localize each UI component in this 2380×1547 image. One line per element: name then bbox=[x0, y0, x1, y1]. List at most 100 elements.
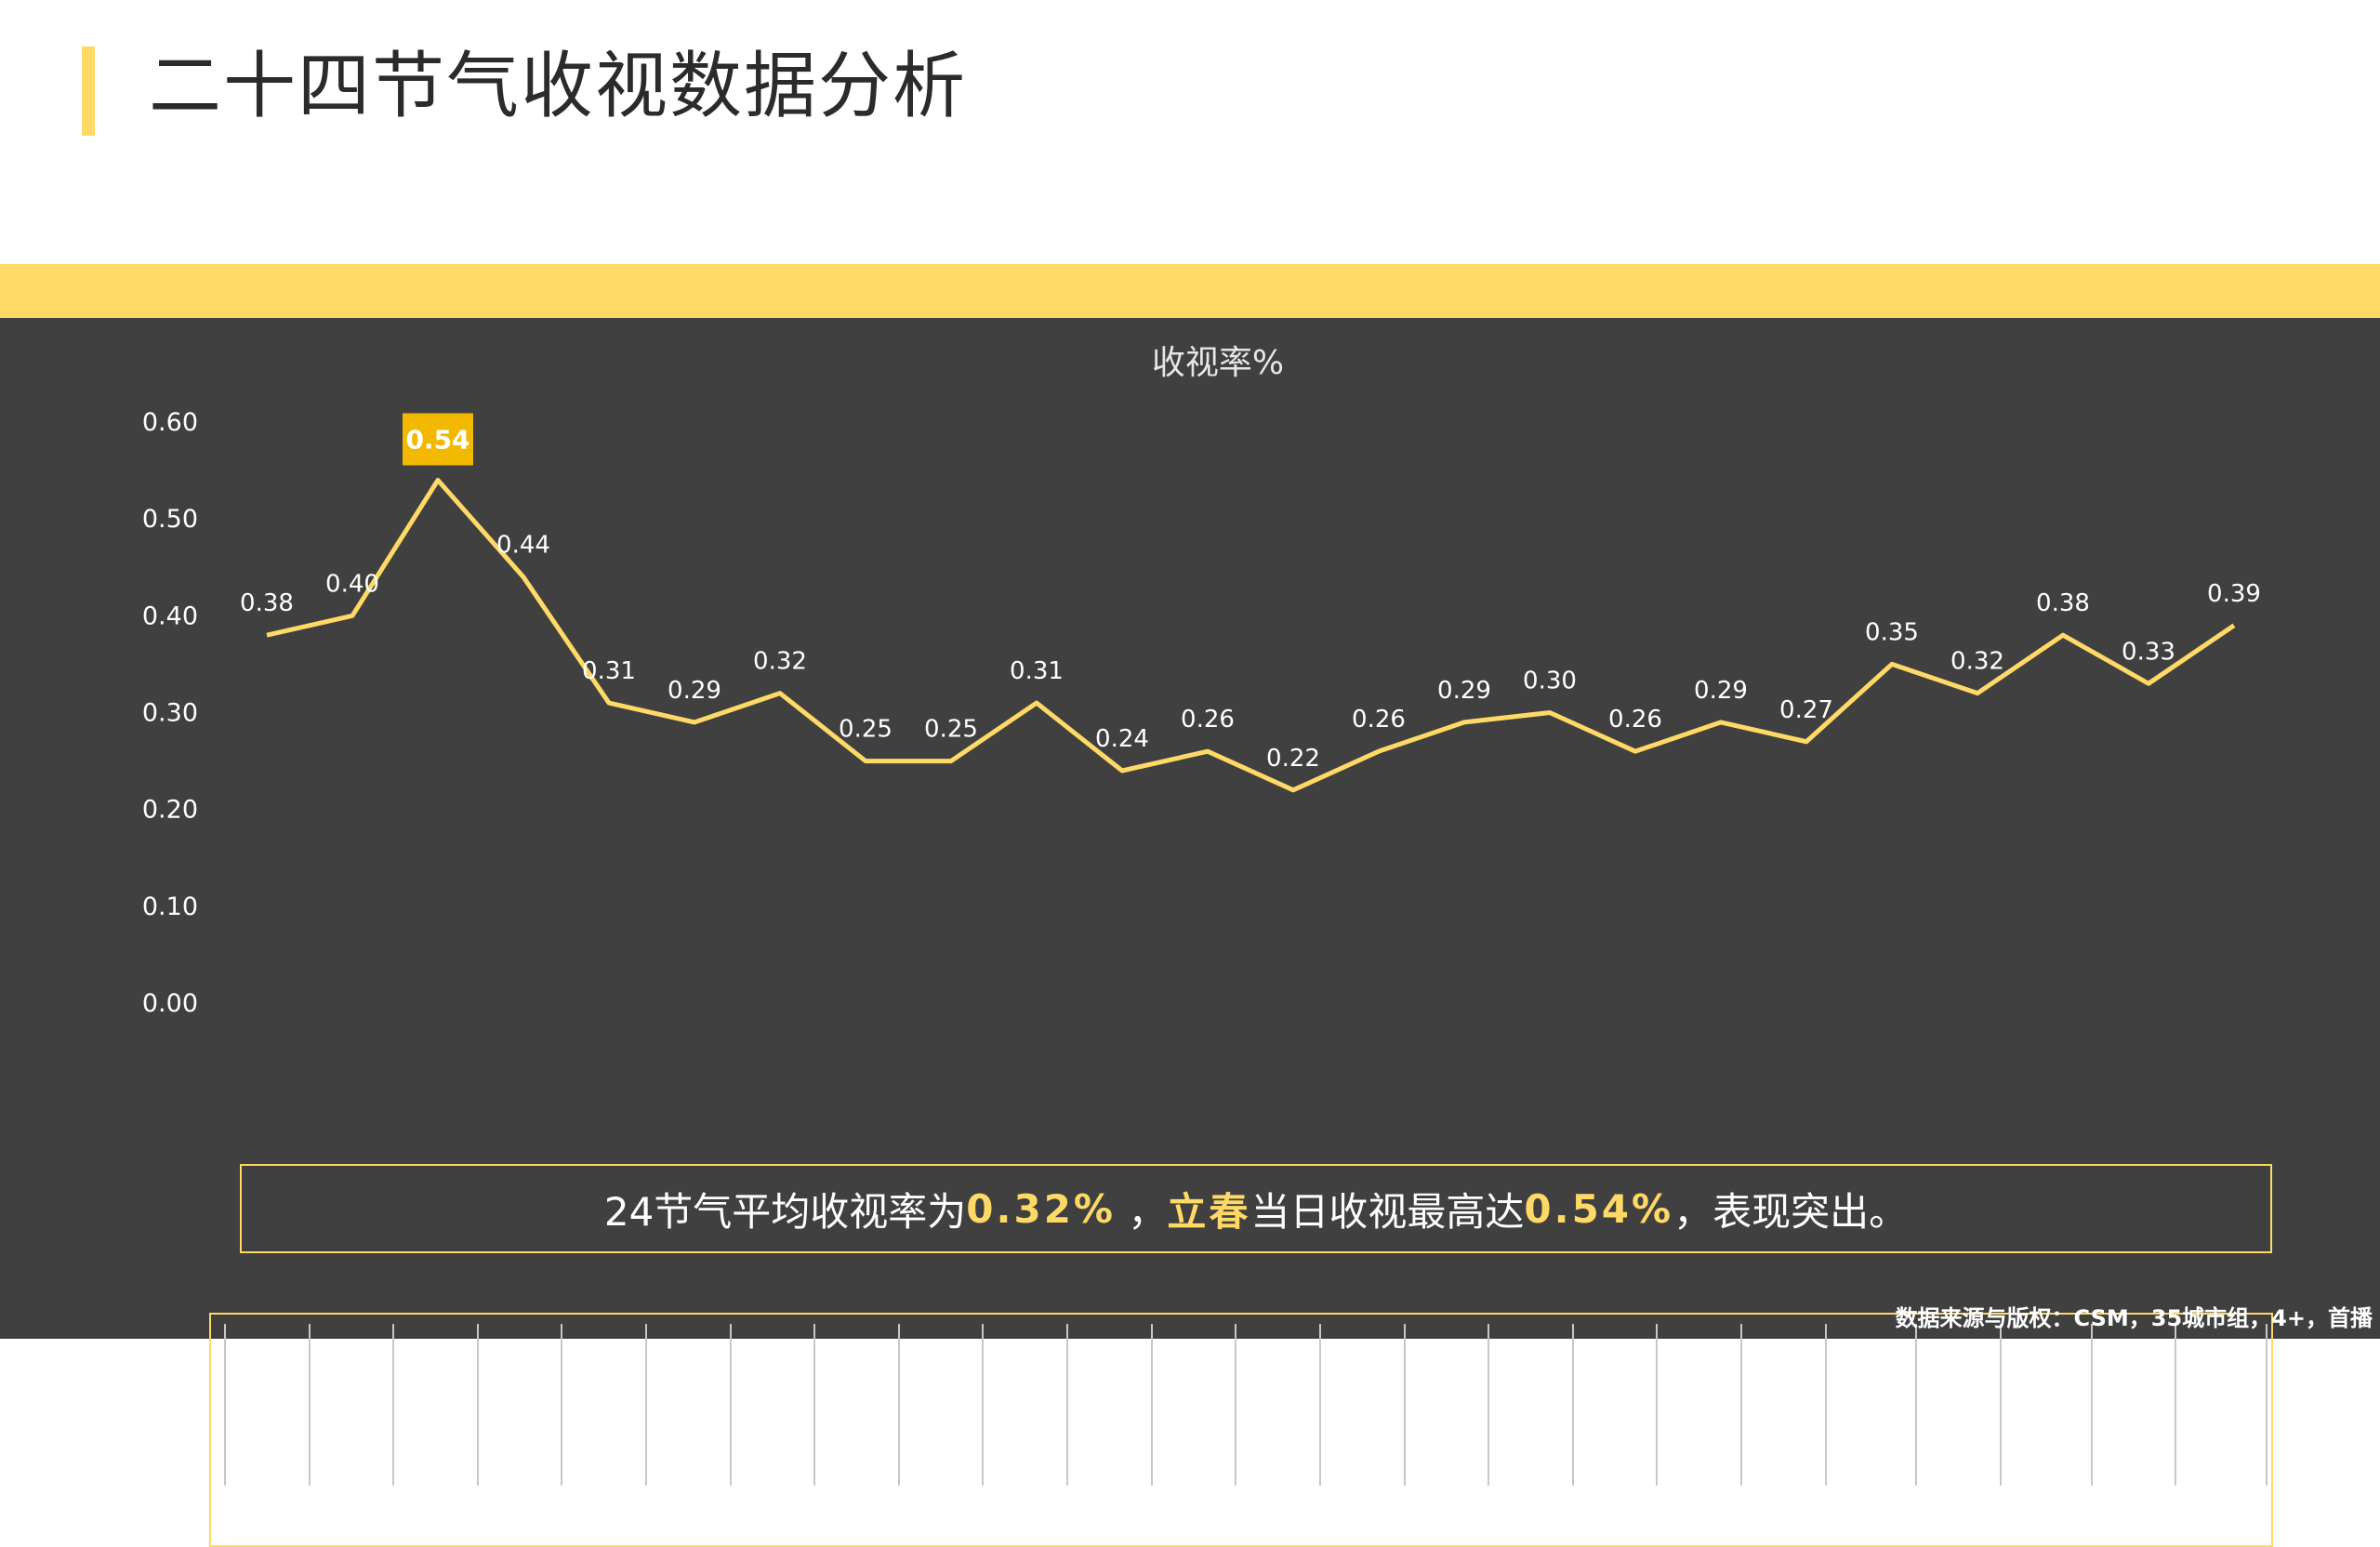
data-label-text: 0.31 bbox=[1010, 657, 1064, 685]
data-label: 0.29 bbox=[1694, 677, 1748, 705]
solar-term-name: 白露 bbox=[1589, 1342, 1642, 1372]
data-label-text: 0.39 bbox=[2207, 580, 2261, 608]
y-tick-label: 0.20 bbox=[142, 796, 198, 825]
solar-term-column: 冬至 12月21 日 bbox=[2175, 1324, 2268, 1486]
table-note: 处于周末的节气由于没有首播数据，则用临近日期数据代替 bbox=[879, 1506, 1604, 1539]
data-label: 0.44 bbox=[496, 532, 550, 560]
solar-term-date: 11月22 日 bbox=[2001, 1395, 2091, 1467]
data-label: 0.38 bbox=[2036, 589, 2090, 617]
solar-terms-table: 小寒 1月6日 大寒 1月20 日立春 2月4日 雨水 2月19 日惊蛰 3月5日 春分 3月20 日清… bbox=[224, 1324, 2268, 1486]
page-title: 二十四节气收视数据分析 bbox=[149, 45, 968, 128]
solar-term-date: 12月6 日 bbox=[2096, 1395, 2171, 1467]
data-label-text: 0.44 bbox=[496, 532, 550, 560]
data-label: 0.30 bbox=[1523, 668, 1577, 695]
line-chart: 收视率% 0.000.100.200.300.400.500.60 0.380.… bbox=[142, 344, 2261, 1018]
solar-term-column: 惊蛰 3月5日 bbox=[561, 1324, 645, 1486]
data-label: 0.29 bbox=[668, 677, 721, 705]
data-label-text: 0.54 bbox=[405, 425, 469, 456]
data-label: 0.38 bbox=[240, 589, 294, 617]
y-tick-label: 0.10 bbox=[142, 892, 198, 921]
solar-term-name: 秋分 bbox=[1673, 1342, 1726, 1372]
solar-term-date: 9月7日 bbox=[1573, 1395, 1657, 1424]
solar-term-name: 小雪 bbox=[2019, 1342, 2072, 1372]
data-label: 0.31 bbox=[582, 657, 636, 685]
data-label: 0.25 bbox=[924, 716, 978, 744]
data-label-text: 0.40 bbox=[325, 570, 379, 598]
solar-term-column: 立秋 8月7日 bbox=[1403, 1324, 1488, 1486]
data-label: 0.26 bbox=[1608, 706, 1662, 734]
data-label-text: 0.32 bbox=[753, 648, 807, 676]
solar-term-date: 10月8 日 bbox=[1747, 1395, 1820, 1467]
data-label-text: 0.35 bbox=[1865, 618, 1919, 646]
data-label-text: 0.38 bbox=[240, 589, 294, 617]
data-label-text: 0.25 bbox=[839, 716, 892, 744]
y-axis: 0.00 0.10 0.20 0.30 0.40 0.50 0.60 bbox=[142, 408, 198, 1018]
solar-term-date: 7月6日 bbox=[1236, 1395, 1319, 1424]
data-label: 0.25 bbox=[839, 716, 892, 744]
solar-term-date: 7月22 日 bbox=[1325, 1395, 1399, 1467]
solar-term-name: 冬至 bbox=[2195, 1342, 2248, 1372]
solar-term-name: 谷雨 bbox=[830, 1342, 883, 1372]
data-label-text: 0.22 bbox=[1266, 745, 1320, 773]
solar-term-name: 处暑 bbox=[1504, 1342, 1557, 1372]
data-label-text: 0.33 bbox=[2122, 638, 2175, 666]
y-tick-label: 0.40 bbox=[142, 602, 198, 630]
solar-term-column: 大暑 7月22 日 bbox=[1318, 1324, 1404, 1486]
solar-term-column: 立夏 5月5日 bbox=[897, 1324, 983, 1486]
solar-term-column: 芒种 6月5日 bbox=[1066, 1324, 1151, 1486]
solar-term-column: 霜降 10月23 日 bbox=[1824, 1324, 1915, 1486]
solar-term-date: 6月21 日 bbox=[1157, 1395, 1231, 1467]
solar-term-date: 3月5日 bbox=[562, 1395, 645, 1424]
data-label: 0.35 bbox=[1865, 618, 1919, 646]
summary-prefix: 24节气平均收视率为 bbox=[603, 1188, 967, 1235]
data-label-text: 0.26 bbox=[1608, 706, 1662, 734]
solar-term-column: 小满 5月20 日 bbox=[982, 1324, 1066, 1486]
data-label: 0.22 bbox=[1266, 745, 1320, 773]
data-label: 0.33 bbox=[2122, 638, 2175, 666]
data-label: 0.29 bbox=[1437, 677, 1491, 705]
chart-panel: 收视率% 0.00 0.10 0.20 0.30 0.40 0.50 0.60 0.38 0.… bbox=[0, 318, 2380, 1547]
data-label: 0.26 bbox=[1181, 706, 1235, 734]
data-label-text: 0.26 bbox=[1352, 706, 1406, 734]
solar-term-name: 夏至 bbox=[1168, 1342, 1221, 1372]
y-tick-label: 0.00 bbox=[142, 989, 198, 1018]
solar-term-column: 清明 4月4日 bbox=[729, 1324, 814, 1486]
solar-term-date: 1月20 日 bbox=[314, 1395, 389, 1467]
solar-term-date: 8月22 日 bbox=[1494, 1395, 1567, 1467]
solar-term-date: 3月20 日 bbox=[652, 1395, 725, 1467]
solar-term-name: 小暑 bbox=[1251, 1342, 1304, 1372]
solar-term-date: 2月19 日 bbox=[483, 1395, 557, 1467]
solar-term-column: 谷雨 4月19 日 bbox=[813, 1324, 898, 1486]
data-label-text: 0.29 bbox=[668, 677, 721, 705]
data-label: 0.31 bbox=[1010, 657, 1064, 685]
solar-term-name: 小满 bbox=[998, 1342, 1051, 1372]
summary-box: 24节气平均收视率为 0.32% ， 立春 当日收视最高达 0.54% ，表现突… bbox=[240, 1164, 2272, 1253]
chart-title: 收视率% bbox=[1152, 344, 1284, 382]
solar-term-name: 寒露 bbox=[1757, 1342, 1810, 1372]
solar-term-name: 立冬 bbox=[1932, 1342, 1985, 1372]
data-label-text: 0.25 bbox=[924, 716, 978, 744]
solar-term-column: 小暑 7月6日 bbox=[1235, 1324, 1319, 1486]
data-label: 0.27 bbox=[1779, 696, 1833, 724]
solar-term-column: 大寒 1月20 日 bbox=[308, 1324, 393, 1486]
data-label: 0.26 bbox=[1352, 706, 1406, 734]
solar-term-date: 4月4日 bbox=[731, 1395, 814, 1424]
solar-term-column: 处暑 8月22 日 bbox=[1488, 1324, 1572, 1486]
solar-term-date: 12月21 日 bbox=[2176, 1395, 2266, 1467]
source-note: 数据来源与版权：CSM，35城市组，4+，首播 bbox=[1895, 1305, 2373, 1331]
data-label-text: 0.32 bbox=[1950, 648, 2004, 676]
solar-term-column: 小雪 11月22 日 bbox=[1999, 1324, 2091, 1486]
solar-term-date: 5月5日 bbox=[900, 1395, 983, 1424]
solar-term-name: 芒种 bbox=[1083, 1342, 1136, 1372]
solar-term-column: 立冬 11月7 日 bbox=[1915, 1324, 2000, 1486]
solar-term-name: 立夏 bbox=[915, 1342, 968, 1372]
summary-middle-text: 当日收视最高达 bbox=[1250, 1188, 1525, 1235]
summary-suffix: ，表现突出。 bbox=[1673, 1188, 1909, 1235]
solar-term-column: 雨水 2月19 日 bbox=[476, 1324, 562, 1486]
summary-avg-value: 0.32% bbox=[966, 1185, 1117, 1232]
solar-term-name: 惊蛰 bbox=[577, 1342, 630, 1372]
solar-term-name: 大雪 bbox=[2107, 1342, 2160, 1372]
data-label-text: 0.38 bbox=[2036, 589, 2090, 617]
data-label: 0.40 bbox=[325, 570, 379, 598]
data-label-text: 0.27 bbox=[1779, 696, 1833, 724]
